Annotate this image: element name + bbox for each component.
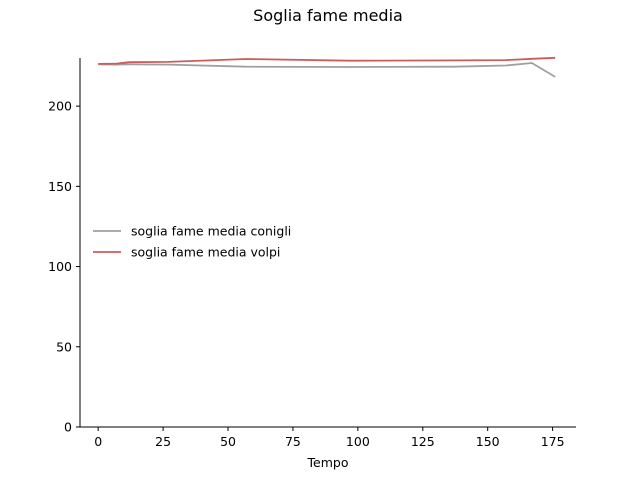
x-axis-label: Tempo	[307, 455, 349, 470]
y-axis: 0 50 100 150 200	[48, 58, 81, 435]
legend-label-0: soglia fame media conigli	[131, 224, 291, 239]
plot-area	[98, 56, 556, 78]
x-tick-label: 150	[476, 434, 500, 449]
x-tick-label: 0	[94, 434, 102, 449]
y-tick-label: 150	[48, 179, 72, 194]
x-axis: 0 25 50 75 100 125 150 175	[80, 426, 576, 449]
y-tick-label: 100	[48, 259, 72, 274]
x-tick-label: 25	[155, 434, 171, 449]
legend: soglia fame media conigli soglia fame med…	[93, 224, 291, 260]
series-line-1	[98, 56, 556, 65]
x-tick-label: 50	[220, 434, 236, 449]
x-tick-label: 125	[411, 434, 435, 449]
x-tick-label: 75	[285, 434, 301, 449]
x-tick-label: 100	[346, 434, 370, 449]
y-tick-label: 50	[56, 339, 72, 354]
chart-title: Soglia fame media	[253, 6, 403, 25]
legend-label-1: soglia fame media volpi	[131, 245, 280, 260]
series-line-0	[98, 62, 556, 78]
x-tick-label: 175	[541, 434, 565, 449]
y-tick-label: 0	[64, 420, 72, 435]
y-tick-label: 200	[48, 99, 72, 114]
